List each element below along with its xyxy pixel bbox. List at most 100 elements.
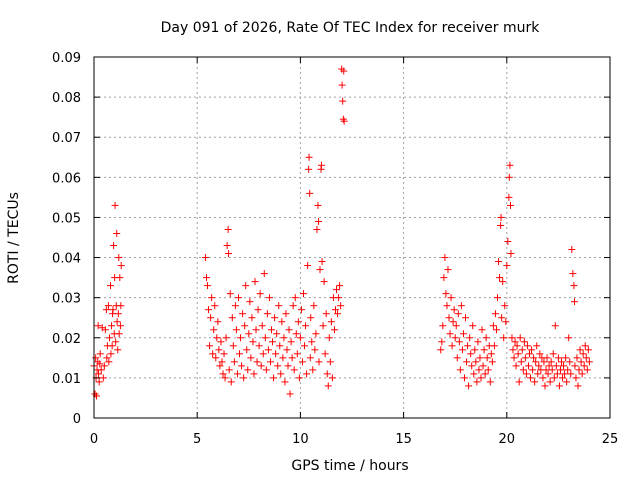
data-point — [566, 358, 574, 366]
data-point — [470, 370, 478, 378]
data-point — [248, 314, 256, 322]
data-point — [306, 189, 314, 197]
data-point — [304, 262, 312, 270]
data-point — [448, 342, 456, 350]
data-point — [577, 358, 585, 366]
data-point — [494, 294, 502, 302]
data-point — [328, 374, 336, 382]
data-point — [319, 322, 327, 330]
y-tick-label: 0.02 — [52, 332, 81, 347]
data-point — [113, 229, 121, 237]
data-point — [576, 346, 584, 354]
data-point — [294, 318, 302, 326]
data-point — [246, 298, 254, 306]
data-point — [585, 358, 593, 366]
data-point — [96, 350, 104, 358]
data-point — [337, 302, 345, 310]
data-point — [102, 306, 110, 314]
data-point — [497, 213, 505, 221]
data-point — [95, 378, 103, 386]
x-tick-label: 5 — [193, 432, 201, 447]
data-point — [321, 350, 329, 358]
data-point — [457, 302, 465, 310]
y-tick-label: 0.07 — [52, 131, 81, 146]
data-point — [325, 334, 333, 342]
data-point — [295, 374, 303, 382]
data-point — [113, 318, 121, 326]
data-point — [247, 354, 255, 362]
data-point — [506, 161, 514, 169]
data-point — [440, 274, 448, 282]
data-point — [107, 282, 115, 290]
data-point — [218, 358, 226, 366]
data-point — [581, 342, 589, 350]
data-point — [110, 242, 118, 250]
data-point — [236, 350, 244, 358]
data-point — [573, 354, 581, 362]
data-point — [488, 358, 496, 366]
data-point — [265, 294, 273, 302]
data-point — [528, 346, 536, 354]
data-point — [259, 350, 267, 358]
data-point — [278, 318, 286, 326]
data-point — [280, 334, 288, 342]
data-point — [536, 350, 544, 358]
data-point — [489, 322, 497, 330]
x-tick-label: 10 — [292, 432, 309, 447]
data-point — [227, 378, 235, 386]
data-point — [215, 346, 223, 354]
data-point — [313, 225, 321, 233]
data-point — [439, 322, 447, 330]
y-tick-label: 0 — [73, 412, 81, 427]
data-point — [437, 346, 445, 354]
data-point — [243, 346, 251, 354]
data-point — [326, 358, 334, 366]
data-point — [101, 326, 109, 334]
data-point — [473, 378, 481, 386]
y-axis-label: ROTI / TECUs — [6, 192, 22, 284]
data-point — [94, 322, 102, 330]
data-point — [466, 334, 474, 342]
data-point — [229, 342, 237, 350]
data-point — [582, 354, 590, 362]
data-point — [201, 254, 209, 262]
data-point — [116, 322, 124, 330]
data-point — [289, 302, 297, 310]
data-point — [213, 334, 221, 342]
data-point — [205, 306, 213, 314]
data-point — [233, 370, 241, 378]
y-tick-label: 0.01 — [52, 372, 81, 387]
data-point — [223, 242, 231, 250]
data-point — [449, 318, 457, 326]
data-point — [553, 370, 561, 378]
x-tick-label: 25 — [602, 432, 619, 447]
data-point — [540, 358, 548, 366]
data-point — [261, 334, 269, 342]
data-point — [288, 354, 296, 362]
data-point — [210, 326, 218, 334]
data-point — [513, 342, 521, 350]
data-point — [530, 354, 538, 362]
data-point — [475, 366, 483, 374]
data-point — [464, 342, 472, 350]
data-point — [272, 350, 280, 358]
data-point — [547, 358, 555, 366]
data-point — [96, 360, 104, 368]
data-point — [584, 346, 592, 354]
data-point — [340, 117, 348, 125]
data-point — [583, 366, 591, 374]
data-point — [578, 370, 586, 378]
data-point — [253, 358, 261, 366]
data-point — [315, 217, 323, 225]
data-point — [463, 358, 471, 366]
data-point — [504, 238, 512, 246]
data-point — [465, 382, 473, 390]
data-point — [546, 378, 554, 386]
data-point — [105, 334, 113, 342]
data-point — [519, 366, 527, 374]
data-point — [296, 334, 304, 342]
data-point — [324, 382, 332, 390]
data-point — [309, 366, 317, 374]
data-point — [564, 366, 572, 374]
